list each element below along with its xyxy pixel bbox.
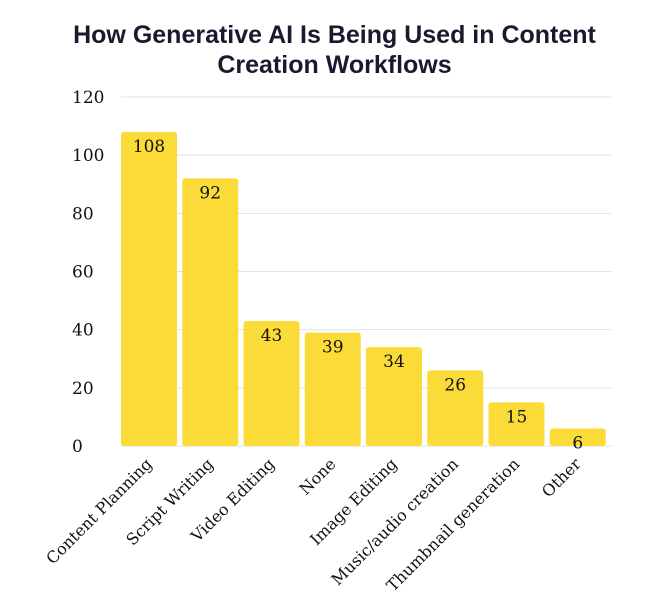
data-labels: 108 92 43 39 34 26 15 6: [133, 137, 583, 454]
bar: [304, 332, 361, 446]
y-axis: 0 20 40 60 80 100 120: [72, 88, 104, 457]
chart-title-line-1: How Generative AI Is Being Used in Conte…: [73, 21, 596, 49]
bars: [121, 131, 606, 446]
bar: [121, 131, 177, 446]
x-tick-label: Other: [538, 454, 585, 501]
data-label: 39: [322, 338, 344, 358]
y-tick-label: 100: [72, 146, 104, 166]
data-label: 6: [572, 434, 583, 454]
y-tick-label: 20: [72, 379, 94, 399]
bar: [488, 402, 545, 446]
data-label: 92: [199, 183, 221, 203]
data-label: 15: [506, 407, 528, 427]
data-label: 34: [383, 352, 405, 372]
y-tick-label: 120: [72, 88, 104, 108]
y-tick-label: 60: [72, 263, 94, 283]
y-tick-label: 80: [72, 204, 94, 224]
chart-title: How Generative AI Is Being Used in Conte…: [0, 20, 669, 80]
data-label: 26: [444, 375, 466, 395]
bar: [366, 347, 422, 446]
y-tick-label: 40: [72, 321, 94, 341]
data-label: 43: [261, 326, 283, 346]
data-label: 108: [133, 137, 165, 157]
y-tick-label: 0: [72, 437, 83, 457]
bar: [243, 320, 300, 446]
x-tick-label: None: [295, 454, 339, 498]
x-tick-label: Content Planning: [42, 454, 156, 568]
chart-title-line-2: Creation Workflows: [217, 51, 452, 79]
bar: [427, 370, 484, 446]
bar: [182, 178, 239, 446]
bar: [549, 428, 606, 446]
